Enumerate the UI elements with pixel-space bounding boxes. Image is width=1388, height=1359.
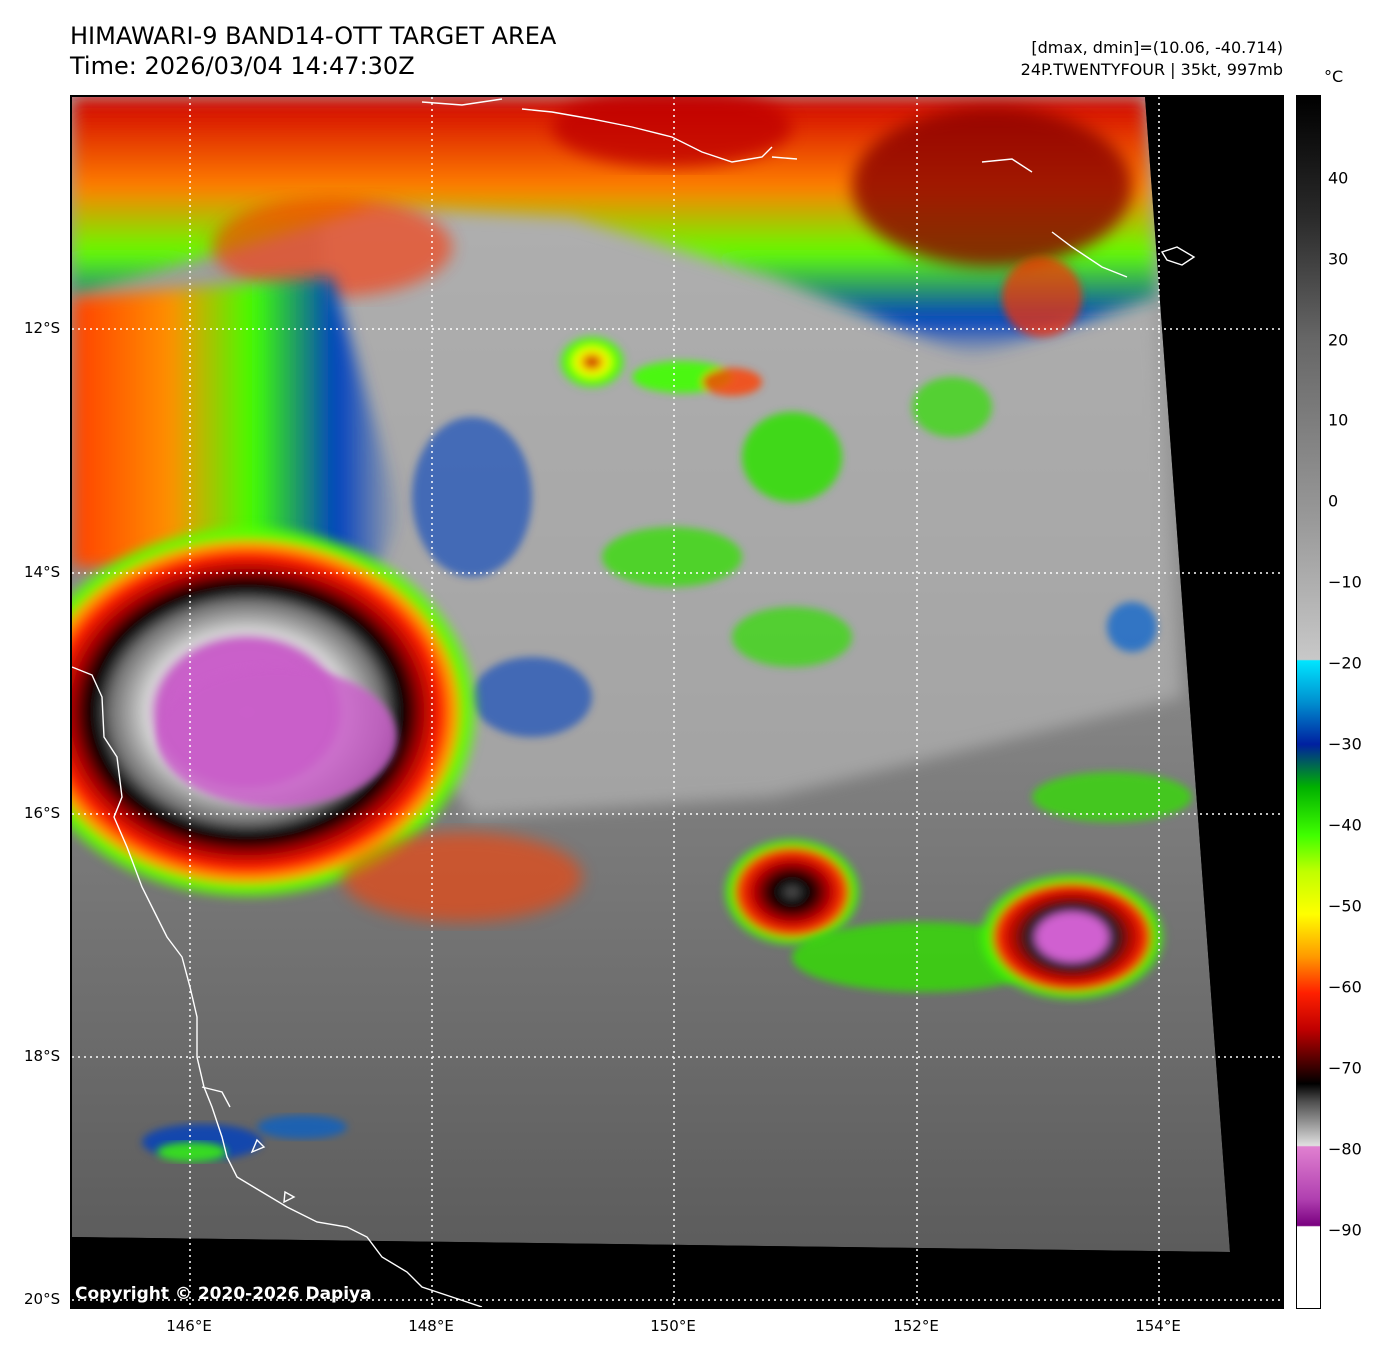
lon-label: 154°E [1135, 1317, 1181, 1335]
colorbar-unit: °C [1324, 67, 1344, 86]
satellite-imagery [72, 97, 1282, 1307]
colorbar-tick: −50 [1328, 896, 1362, 916]
satellite-map[interactable] [70, 95, 1284, 1309]
colorbar-tick: −10 [1328, 572, 1362, 592]
colorbar [1296, 95, 1321, 1309]
lon-label: 150°E [650, 1317, 696, 1335]
lat-label: 20°S [24, 1290, 61, 1308]
coastline-layer [72, 98, 1196, 1307]
timestamp: Time: 2026/03/04 14:47:30Z [70, 52, 415, 80]
chart-title: HIMAWARI-9 BAND14-OTT TARGET AREA [70, 22, 557, 50]
range-label: [dmax, dmin]=(10.06, -40.714) [1031, 38, 1283, 57]
lat-label: 16°S [24, 804, 61, 822]
colorbar-tick: −20 [1328, 653, 1362, 673]
colorbar-tick: −30 [1328, 734, 1362, 754]
colorbar-tick: 20 [1328, 330, 1349, 350]
colorbar-tick: 40 [1328, 168, 1349, 188]
colorbar-tick: 10 [1328, 410, 1349, 430]
lon-label: 152°E [893, 1317, 939, 1335]
lon-label: 148°E [408, 1317, 454, 1335]
lon-label: 146°E [166, 1317, 212, 1335]
storm-label: 24P.TWENTYFOUR | 35kt, 997mb [1020, 60, 1283, 79]
lat-label: 18°S [24, 1047, 61, 1065]
lat-label: 12°S [24, 319, 61, 337]
lat-label: 14°S [24, 563, 61, 581]
colorbar-tick: −90 [1328, 1220, 1362, 1240]
colorbar-tick: −40 [1328, 815, 1362, 835]
gridlines [72, 97, 1282, 1307]
colorbar-tick: 30 [1328, 249, 1349, 269]
colorbar-tick: −80 [1328, 1139, 1362, 1159]
colorbar-tick: −70 [1328, 1058, 1362, 1078]
colorbar-tick: −60 [1328, 977, 1362, 997]
copyright-text: Copyright © 2020-2026 Dapiya [75, 1284, 372, 1304]
colorbar-tick: 0 [1328, 491, 1339, 511]
